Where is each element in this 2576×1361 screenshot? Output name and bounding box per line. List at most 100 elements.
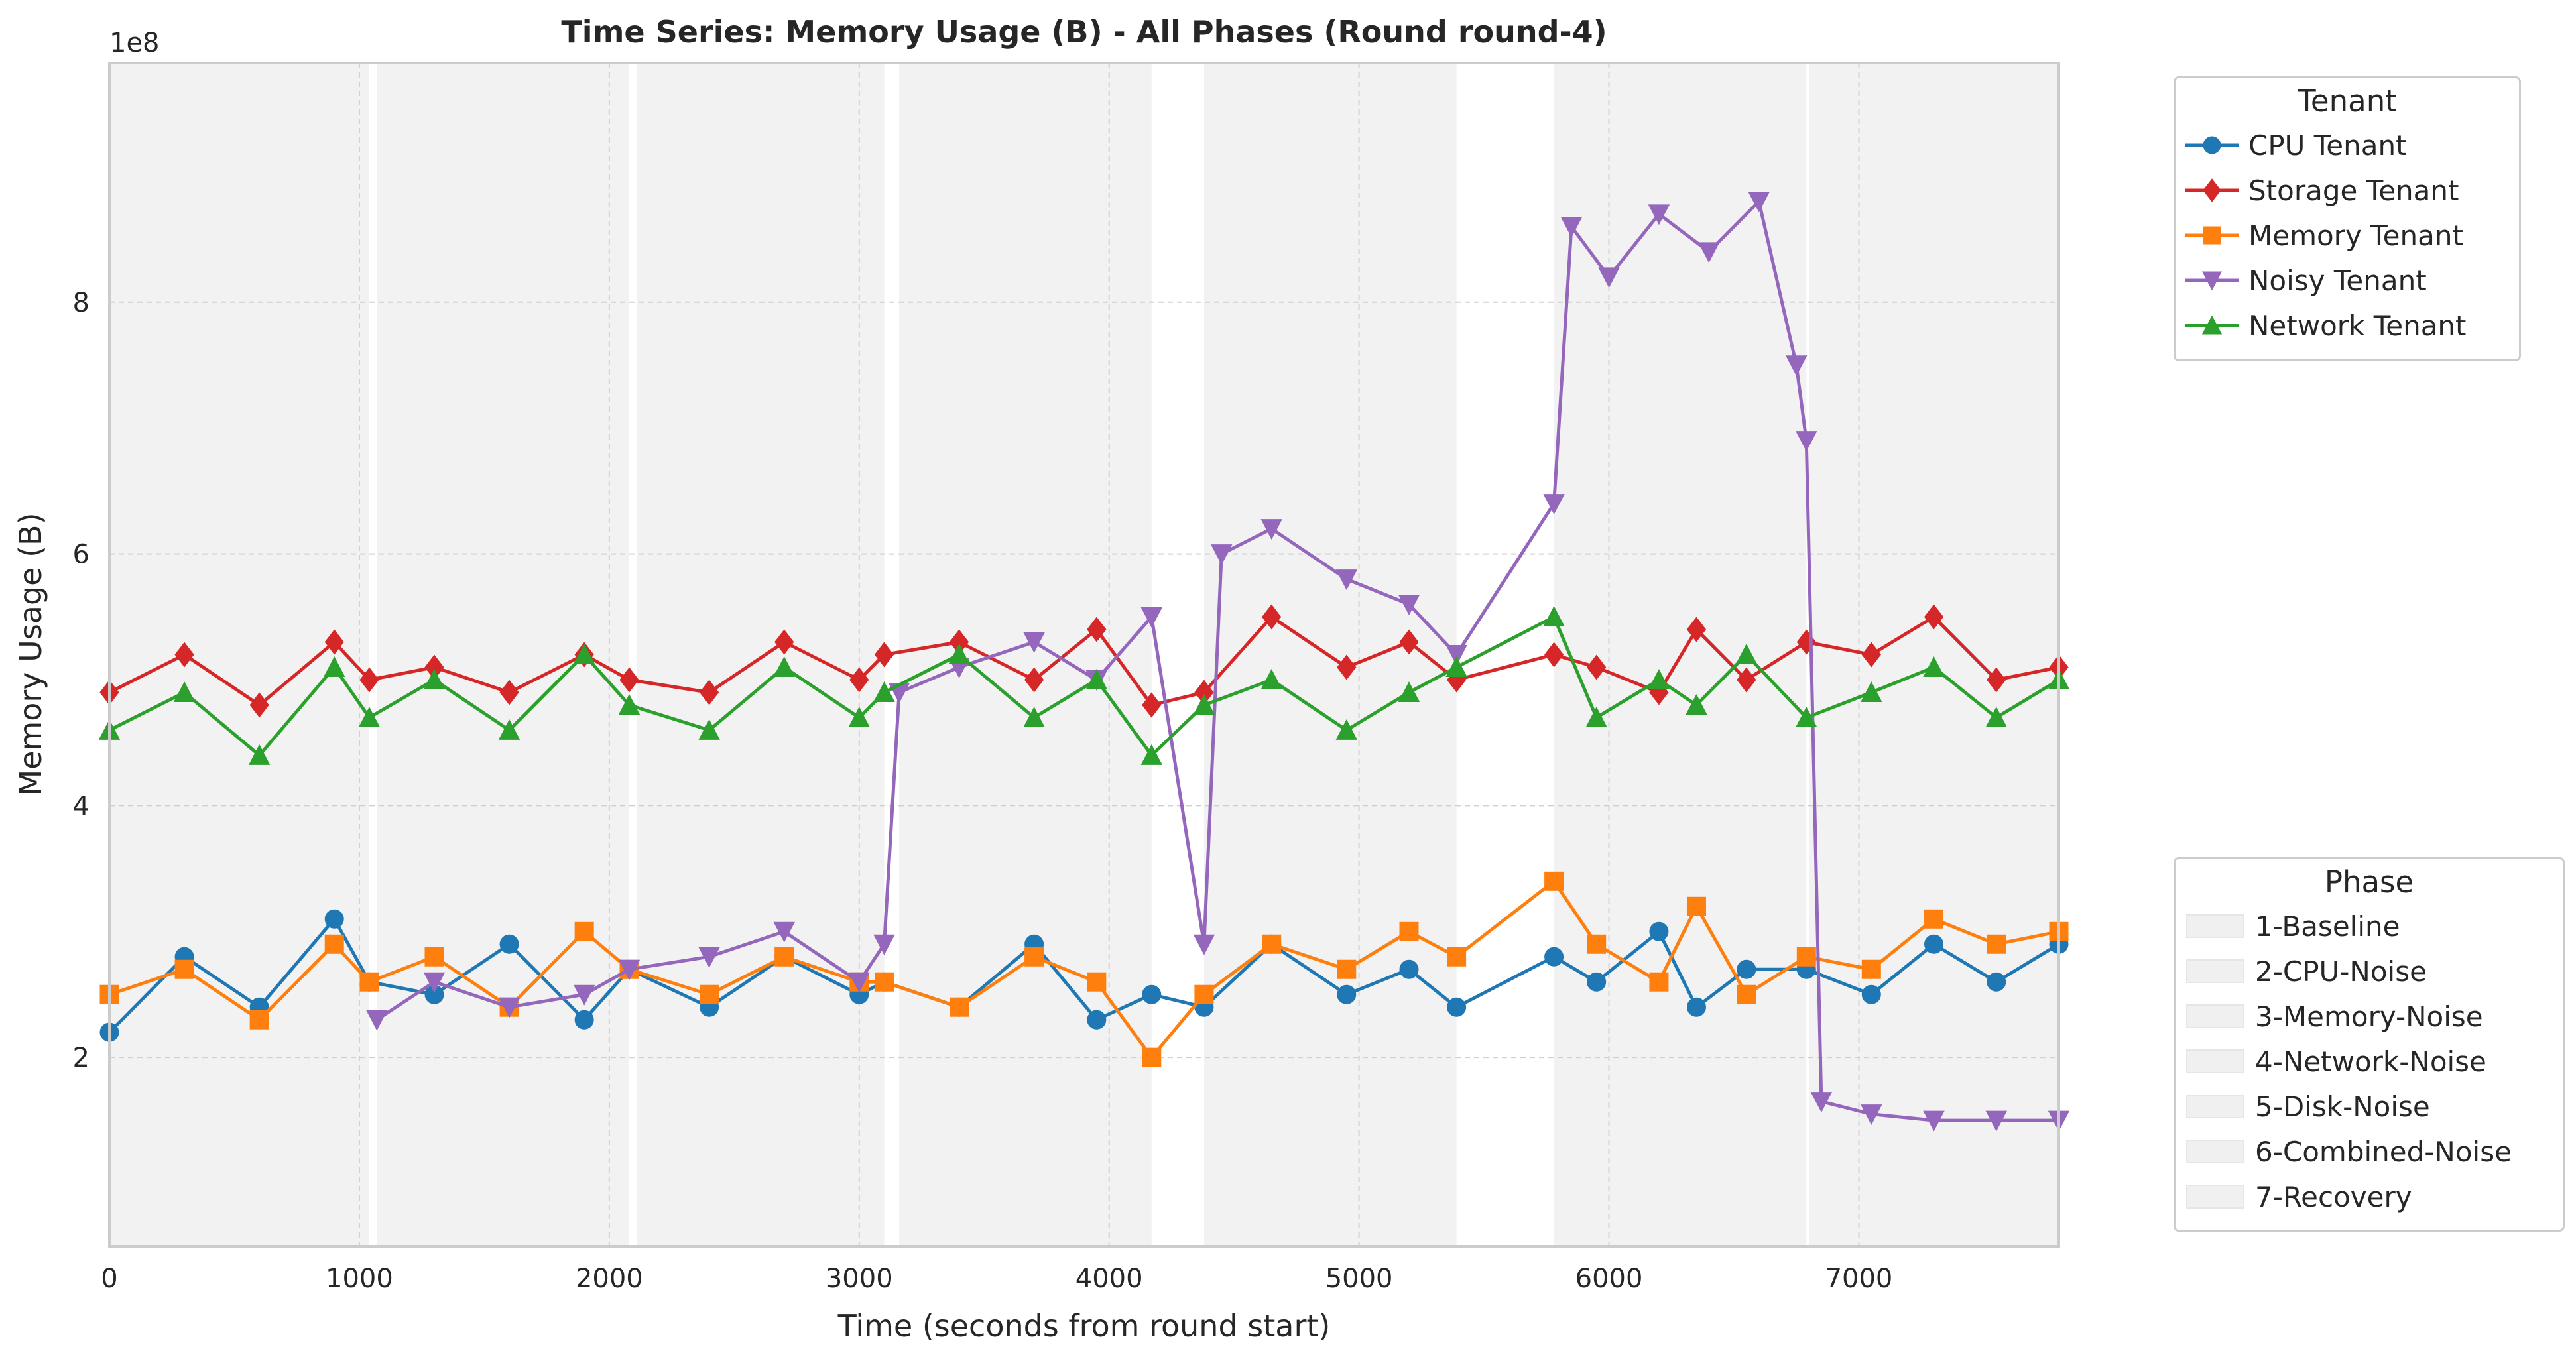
data-point	[1587, 972, 1607, 992]
data-point	[1987, 667, 2006, 693]
data-point	[1924, 909, 1944, 929]
phase-label: 5-Disk-Noise	[2255, 1090, 2430, 1123]
data-point	[1445, 645, 1467, 666]
data-point	[324, 629, 344, 655]
data-point	[1649, 972, 1669, 992]
data-point	[698, 947, 720, 968]
data-point	[1648, 669, 1670, 689]
data-point	[423, 669, 446, 689]
phase-legend-item-7-recovery: 7-Recovery	[2176, 1174, 2563, 1219]
legend-item-memory-tenant: Memory Tenant	[2176, 213, 2519, 258]
data-point	[1447, 947, 1467, 967]
data-point	[873, 681, 895, 702]
data-point	[1796, 431, 1817, 452]
data-point	[1686, 617, 1707, 642]
data-point	[699, 680, 719, 705]
data-point	[1735, 644, 1758, 664]
data-point	[574, 921, 594, 941]
data-point	[1598, 267, 1620, 288]
phase-swatch	[2186, 1095, 2244, 1118]
data-point	[700, 984, 719, 1004]
legend-swatch	[2185, 136, 2239, 154]
data-point	[498, 719, 521, 740]
data-point	[1024, 947, 1044, 967]
legend-label: Storage Tenant	[2248, 174, 2459, 207]
data-point	[1447, 997, 1467, 1017]
data-point	[1193, 934, 1215, 955]
data-point	[774, 629, 794, 655]
data-point	[1648, 204, 1670, 225]
data-point	[1924, 934, 1944, 954]
data-point	[1737, 984, 1756, 1004]
data-point	[358, 706, 381, 727]
data-point	[1985, 1110, 2007, 1132]
phase-band-3-memory-noise	[637, 63, 885, 1246]
phase-label: 2-CPU-Noise	[2255, 955, 2427, 988]
data-point	[1587, 934, 1607, 954]
data-point	[1649, 921, 1669, 941]
data-point	[324, 934, 344, 954]
data-point	[1796, 706, 1817, 727]
data-point	[773, 656, 795, 677]
data-point	[174, 642, 194, 668]
data-point	[1398, 595, 1420, 616]
data-point	[874, 642, 894, 668]
data-point	[173, 681, 196, 702]
data-point	[249, 692, 269, 718]
data-point	[423, 972, 446, 993]
phase-legend-item-6-combined-noise: 6-Combined-Noise	[2176, 1129, 2563, 1174]
phase-label: 4-Network-Noise	[2255, 1045, 2486, 1078]
data-point	[573, 644, 595, 664]
x-tick-label: 4000	[1075, 1264, 1143, 1294]
data-point	[1085, 669, 1108, 689]
data-point	[1087, 617, 1107, 642]
data-point	[249, 1010, 269, 1030]
data-point	[1023, 632, 1045, 653]
data-point	[1544, 642, 1564, 668]
data-point	[1923, 1110, 1945, 1132]
phase-legend-item-3-memory-noise: 3-Memory-Noise	[2176, 994, 2563, 1039]
data-point	[1543, 494, 1565, 515]
data-point	[848, 972, 870, 993]
data-point	[1140, 744, 1162, 765]
data-point	[366, 1010, 388, 1031]
data-point	[324, 909, 344, 929]
legend-label: Network Tenant	[2248, 309, 2467, 342]
y-axis-label: Memory Usage (B)	[13, 512, 48, 796]
data-point	[849, 667, 869, 693]
data-point	[1985, 706, 2007, 727]
data-point	[773, 921, 795, 943]
series-group	[98, 192, 2070, 1132]
data-point	[573, 984, 595, 1006]
data-point	[498, 997, 521, 1018]
y-tick-label: 4	[73, 791, 90, 821]
data-point	[1262, 934, 1282, 954]
x-tick-label: 5000	[1325, 1264, 1393, 1294]
x-axis-label: Time (seconds from round start)	[837, 1308, 1331, 1344]
data-point	[873, 934, 895, 955]
data-point	[848, 706, 870, 727]
data-point	[1987, 934, 2006, 954]
x-tick-label: 6000	[1575, 1264, 1643, 1294]
data-point	[1445, 656, 1467, 677]
data-point	[1698, 242, 1720, 263]
legend-marker-shape	[2203, 178, 2221, 202]
data-point	[1861, 959, 1881, 979]
data-point	[1861, 984, 1881, 1004]
phase-bands	[109, 63, 2059, 1246]
phase-legend-item-2-cpu-noise: 2-CPU-Noise	[2176, 949, 2563, 994]
data-point	[1686, 997, 1706, 1017]
data-point	[1337, 959, 1357, 979]
legend-swatch	[2185, 315, 2239, 335]
phase-swatch	[2186, 959, 2244, 983]
data-point	[1861, 681, 1882, 702]
data-point	[619, 667, 639, 693]
data-point	[248, 744, 271, 765]
phase-band-1-baseline	[109, 63, 369, 1246]
chart-title: Time Series: Memory Usage (B) - All Phas…	[561, 14, 1607, 50]
data-point	[1861, 642, 1881, 668]
phase-legend-item-1-baseline: 1-Baseline	[2176, 904, 2563, 949]
data-point	[1399, 959, 1419, 979]
y-tick-label: 8	[73, 288, 90, 318]
data-point	[1260, 519, 1282, 540]
